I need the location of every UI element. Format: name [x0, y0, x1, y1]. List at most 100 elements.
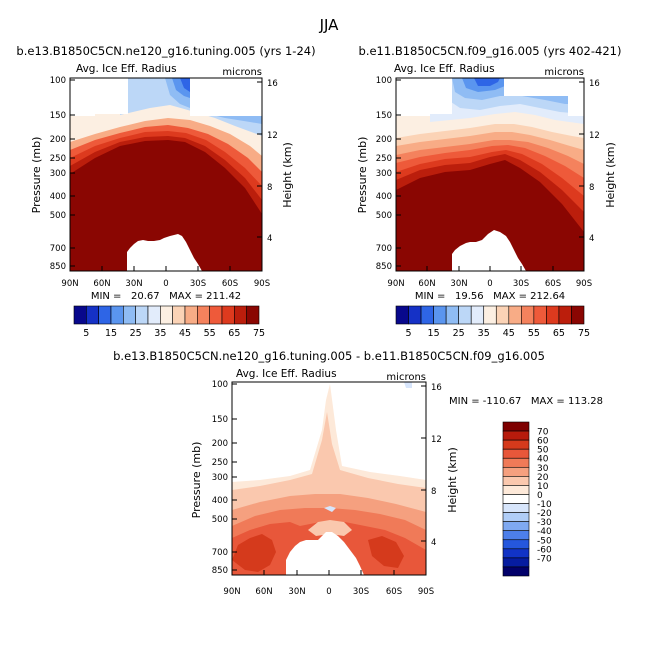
- y-tick-label-250: 250: [50, 154, 66, 164]
- y-axis-right: 16 12 8 4 Height (km): [421, 383, 459, 548]
- y-tick-label-100: 100: [212, 380, 228, 390]
- y-axis-label: Pressure (mb): [356, 137, 369, 214]
- colorbar-label: 70: [537, 428, 549, 438]
- y-tick-label-100: 100: [50, 76, 66, 86]
- y-tick-label-200: 200: [212, 439, 228, 449]
- height-tick-label-12: 12: [267, 131, 278, 141]
- colorbar-swatch: [433, 305, 447, 325]
- colorbar-swatch: [546, 305, 560, 325]
- panel-bottom: b.e13.B1850C5CN.ne120_g16.tuning.005 - b…: [113, 349, 603, 597]
- colorbar-swatch: [502, 421, 530, 432]
- x-tick-label-90s: 90S: [254, 279, 270, 289]
- x-tick-label-60n: 60N: [418, 279, 435, 289]
- missing-region-top: [70, 78, 262, 116]
- height-tick-label-12: 12: [431, 435, 442, 445]
- colorbar: 5 15 25 35 45 55 65 75: [395, 305, 590, 339]
- y-tick-label-500: 500: [212, 515, 228, 525]
- colorbar-swatch: [502, 439, 530, 450]
- colorbar-swatch: [209, 305, 223, 325]
- height-tick-label-8: 8: [589, 183, 594, 193]
- x-tick-label-90s: 90S: [576, 279, 592, 289]
- colorbar-swatch: [184, 305, 198, 325]
- contour-field: [396, 78, 584, 271]
- panel-subtitle-right: microns: [386, 372, 426, 383]
- colorbar-swatch: [135, 305, 149, 325]
- colorbar-swatch: [521, 305, 535, 325]
- y-axis-right: 16 12 8 4 Height (km): [579, 79, 617, 244]
- colorbar-swatch: [420, 305, 434, 325]
- colorbar-label: -40: [537, 527, 552, 537]
- colorbar-swatch: [172, 305, 186, 325]
- colorbar-label: 60: [537, 437, 549, 447]
- colorbar-label: 35: [478, 328, 490, 339]
- missing-region-surface: [286, 532, 364, 575]
- colorbar-swatch: [502, 557, 530, 568]
- colorbar-label: 55: [528, 328, 540, 339]
- x-tick-label-90n: 90N: [387, 279, 404, 289]
- y-tick-label-250: 250: [212, 458, 228, 468]
- colorbar-swatch: [571, 305, 585, 325]
- y-axis-label: Pressure (mb): [190, 442, 203, 519]
- colorbar-swatch: [502, 512, 530, 522]
- x-tick-label-90s: 90S: [418, 587, 434, 597]
- colorbar-label: 40: [537, 455, 549, 465]
- colorbar-swatch: [502, 521, 530, 532]
- colorbar-swatch: [98, 305, 112, 325]
- figure-title: JJA: [319, 16, 340, 34]
- colorbar-label: 25: [453, 328, 465, 339]
- y-axis-right-label: Height (km): [604, 142, 617, 208]
- y-tick-label-150: 150: [376, 111, 392, 121]
- x-tick-label-0: 0: [487, 279, 492, 289]
- colorbar-swatch: [495, 305, 510, 325]
- x-tick-label-30s: 30S: [353, 587, 369, 597]
- y-tick-label-100: 100: [376, 76, 392, 86]
- stats-label: MIN = 20.67 MAX = 211.42: [91, 291, 241, 302]
- colorbar-label: 0: [537, 491, 543, 501]
- panel-subtitle-left: Avg. Ice Eff. Radius: [236, 368, 337, 380]
- colorbar-swatch: [221, 305, 235, 325]
- y-axis-right: 16 12 8 4 Height (km): [257, 79, 294, 244]
- height-tick-label-12: 12: [589, 131, 600, 141]
- panel-subtitle-left: Avg. Ice Eff. Radius: [394, 63, 495, 75]
- y-axis-left: 100 150 200 250 300 400 500 700 850 Pres…: [356, 76, 401, 272]
- y-axis-left: 100 150 200 250 300 400 500 700 850 Pres…: [190, 380, 237, 576]
- colorbar-swatch: [508, 305, 522, 325]
- panel-title: b.e11.B1850C5CN.f09_g16.005 (yrs 402-421…: [359, 44, 622, 58]
- colorbar-swatch: [502, 530, 530, 541]
- colorbar-swatch: [502, 566, 530, 577]
- y-axis-right-label: Height (km): [281, 142, 294, 208]
- y-tick-label-400: 400: [376, 192, 392, 202]
- colorbar-label: 75: [253, 328, 265, 339]
- x-axis: 90N 60N 30N 0 30S 60S 90S: [223, 570, 434, 597]
- contour-band-60: [232, 534, 404, 572]
- x-tick-label-60n: 60N: [93, 279, 110, 289]
- colorbar-swatch: [502, 548, 530, 559]
- y-tick-label-300: 300: [376, 169, 392, 179]
- colorbar-swatch: [160, 305, 173, 325]
- colorbar-label: 15: [105, 328, 117, 339]
- colorbar-swatch: [502, 539, 530, 550]
- y-axis-label: Pressure (mb): [30, 137, 43, 214]
- colorbar-label: 5: [406, 328, 412, 339]
- panel-subtitle-right: microns: [544, 67, 584, 78]
- x-tick-label-0: 0: [163, 279, 168, 289]
- colorbar-label: 5: [83, 328, 89, 339]
- colorbar-swatch: [147, 305, 161, 325]
- contour-band-20-inner: [308, 520, 352, 536]
- colorbar-swatch: [502, 503, 530, 513]
- colorbar-label: 35: [154, 328, 166, 339]
- x-tick-label-30n: 30N: [450, 279, 467, 289]
- x-tick-label-90n: 90N: [223, 587, 240, 597]
- panel-subtitle-left: Avg. Ice Eff. Radius: [76, 63, 177, 75]
- y-tick-label-150: 150: [212, 415, 228, 425]
- contour-field: [232, 382, 426, 575]
- y-axis-right-label: Height (km): [446, 447, 459, 513]
- colorbar-swatch: [502, 466, 530, 477]
- height-tick-label-16: 16: [589, 79, 600, 89]
- x-axis: 90N 60N 30N 0 30S 60S 90S: [387, 266, 592, 289]
- colorbar-swatch: [123, 305, 136, 325]
- colorbar-swatch: [502, 485, 530, 495]
- colorbar-swatch: [502, 430, 530, 441]
- stats-label: MIN = 19.56 MAX = 212.64: [415, 291, 565, 302]
